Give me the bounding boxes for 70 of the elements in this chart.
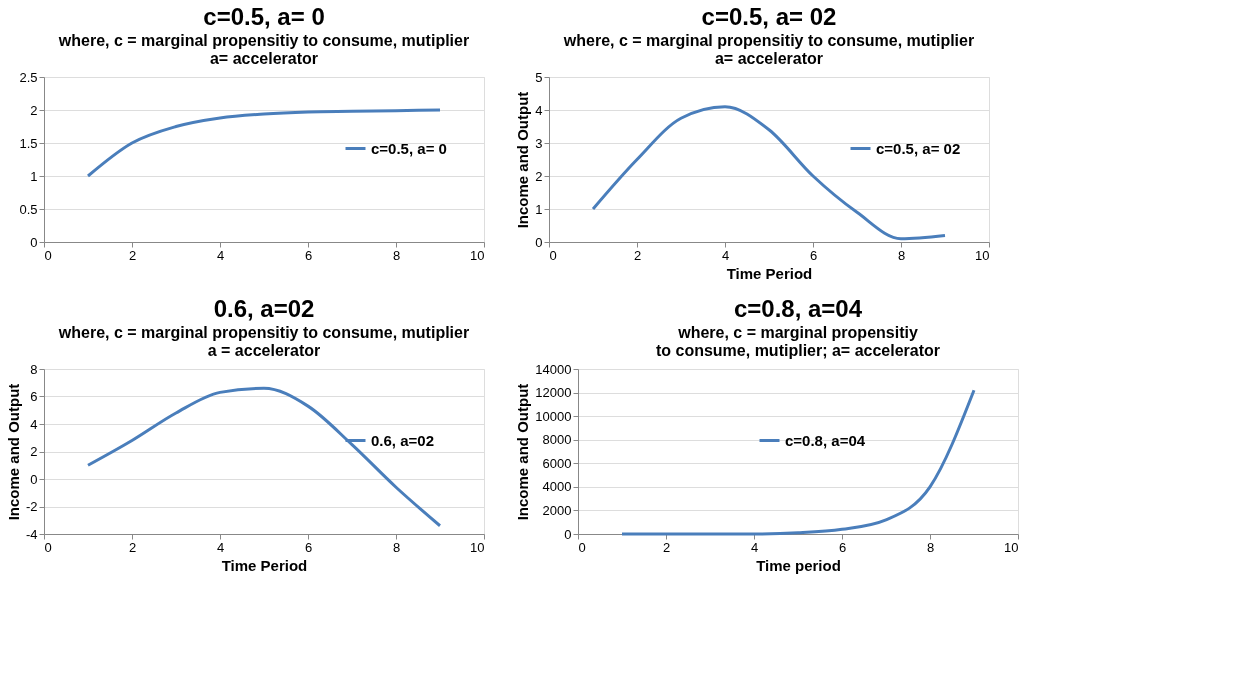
chart-subtitle: where, c = marginal propensitiy to consume, mutiplier; a= accelerator: [655, 324, 941, 359]
y-axis-title: Income and Output: [514, 383, 532, 521]
y-tick-label: 0: [564, 526, 572, 542]
x-tick-label: 10: [470, 539, 485, 555]
y-tick-label: 12000: [535, 385, 572, 401]
y-tick-label: 2.5: [19, 69, 38, 85]
x-tick-label: 2: [128, 539, 137, 555]
y-tick-label: 1.5: [19, 135, 38, 151]
x-tick-label: 10: [975, 247, 990, 263]
y-tick-label: 8000: [542, 432, 572, 448]
y-axis-title: Income and Output: [4, 383, 22, 521]
y-tick-label: 4000: [542, 479, 572, 495]
x-tick-label: 4: [216, 539, 225, 555]
line-series: [86, 386, 442, 528]
chart-subtitle: where, c = marginal propensitiy to consume, mutiplier a = accelerator: [57, 324, 470, 359]
y-tick-label: 4: [535, 102, 543, 118]
x-tick-label: 8: [392, 247, 401, 263]
line-series: [620, 388, 976, 536]
y-tick-label: 10000: [535, 408, 572, 424]
x-tick-label: 6: [809, 247, 818, 263]
chart-subtitle: where, c = marginal propensitiy to consume, mutiplier a= accelerator: [562, 32, 975, 67]
chart-subtitle: where, c = marginal propensitiy to consume, mutiplier a= accelerator: [57, 32, 470, 67]
x-tick-label: 0: [44, 247, 52, 263]
x-tick-label: 6: [838, 539, 847, 555]
y-tick-label: 0.5: [19, 201, 38, 217]
chart-title: c=0.8, a=04: [733, 295, 863, 322]
y-tick-label: 0: [30, 234, 38, 250]
x-axis-title: Time period: [756, 556, 841, 574]
y-tick-label: 4: [30, 416, 38, 432]
x-tick-label: 0: [44, 539, 52, 555]
x-tick-label: 8: [897, 247, 906, 263]
x-tick-label: 4: [750, 539, 759, 555]
y-axis-title: Income and Output: [514, 91, 532, 229]
y-tick-label: 2: [535, 168, 543, 184]
y-tick-label: 5: [535, 69, 543, 85]
legend-label: c=0.5, a= 0: [371, 139, 447, 157]
y-tick-label: 1: [535, 201, 543, 217]
y-tick-label: -4: [25, 526, 38, 542]
y-tick-label: 6000: [542, 455, 572, 471]
legend-label: 0.6, a=02: [371, 431, 434, 449]
x-tick-label: 4: [216, 247, 225, 263]
legend-label: c=0.8, a=04: [785, 431, 866, 449]
chart-title: 0.6, a=02: [213, 295, 315, 322]
x-tick-label: 10: [470, 247, 485, 263]
y-tick-label: 2: [30, 444, 38, 459]
y-tick-label: 2: [30, 102, 38, 118]
x-tick-label: 10: [1004, 539, 1019, 555]
x-tick-label: 2: [633, 247, 642, 263]
x-tick-label: 6: [304, 539, 313, 555]
x-axis-title: Time Period: [221, 556, 308, 574]
x-tick-label: 4: [721, 247, 730, 263]
chart-title: c=0.5, a= 02: [701, 3, 837, 30]
x-tick-label: 0: [578, 539, 586, 555]
y-tick-label: 3: [535, 135, 543, 151]
x-tick-label: 8: [392, 539, 401, 555]
y-tick-label: 6: [30, 389, 38, 404]
y-tick-label: 8: [30, 361, 38, 377]
x-tick-label: 8: [926, 539, 935, 555]
x-tick-label: 6: [304, 247, 313, 263]
y-tick-label: 0: [30, 471, 38, 487]
x-tick-label: 2: [128, 247, 137, 263]
x-tick-label: 2: [662, 539, 671, 555]
y-tick-label: 0: [535, 234, 543, 250]
chart-title: c=0.5, a= 0: [203, 3, 325, 30]
y-tick-label: 14000: [535, 361, 572, 377]
legend-label: c=0.5, a= 02: [876, 139, 961, 157]
x-axis-title: Time Period: [726, 264, 813, 282]
y-tick-label: 1: [30, 168, 38, 184]
y-tick-label: 2000: [542, 502, 572, 518]
y-tick-label: -2: [25, 499, 38, 514]
